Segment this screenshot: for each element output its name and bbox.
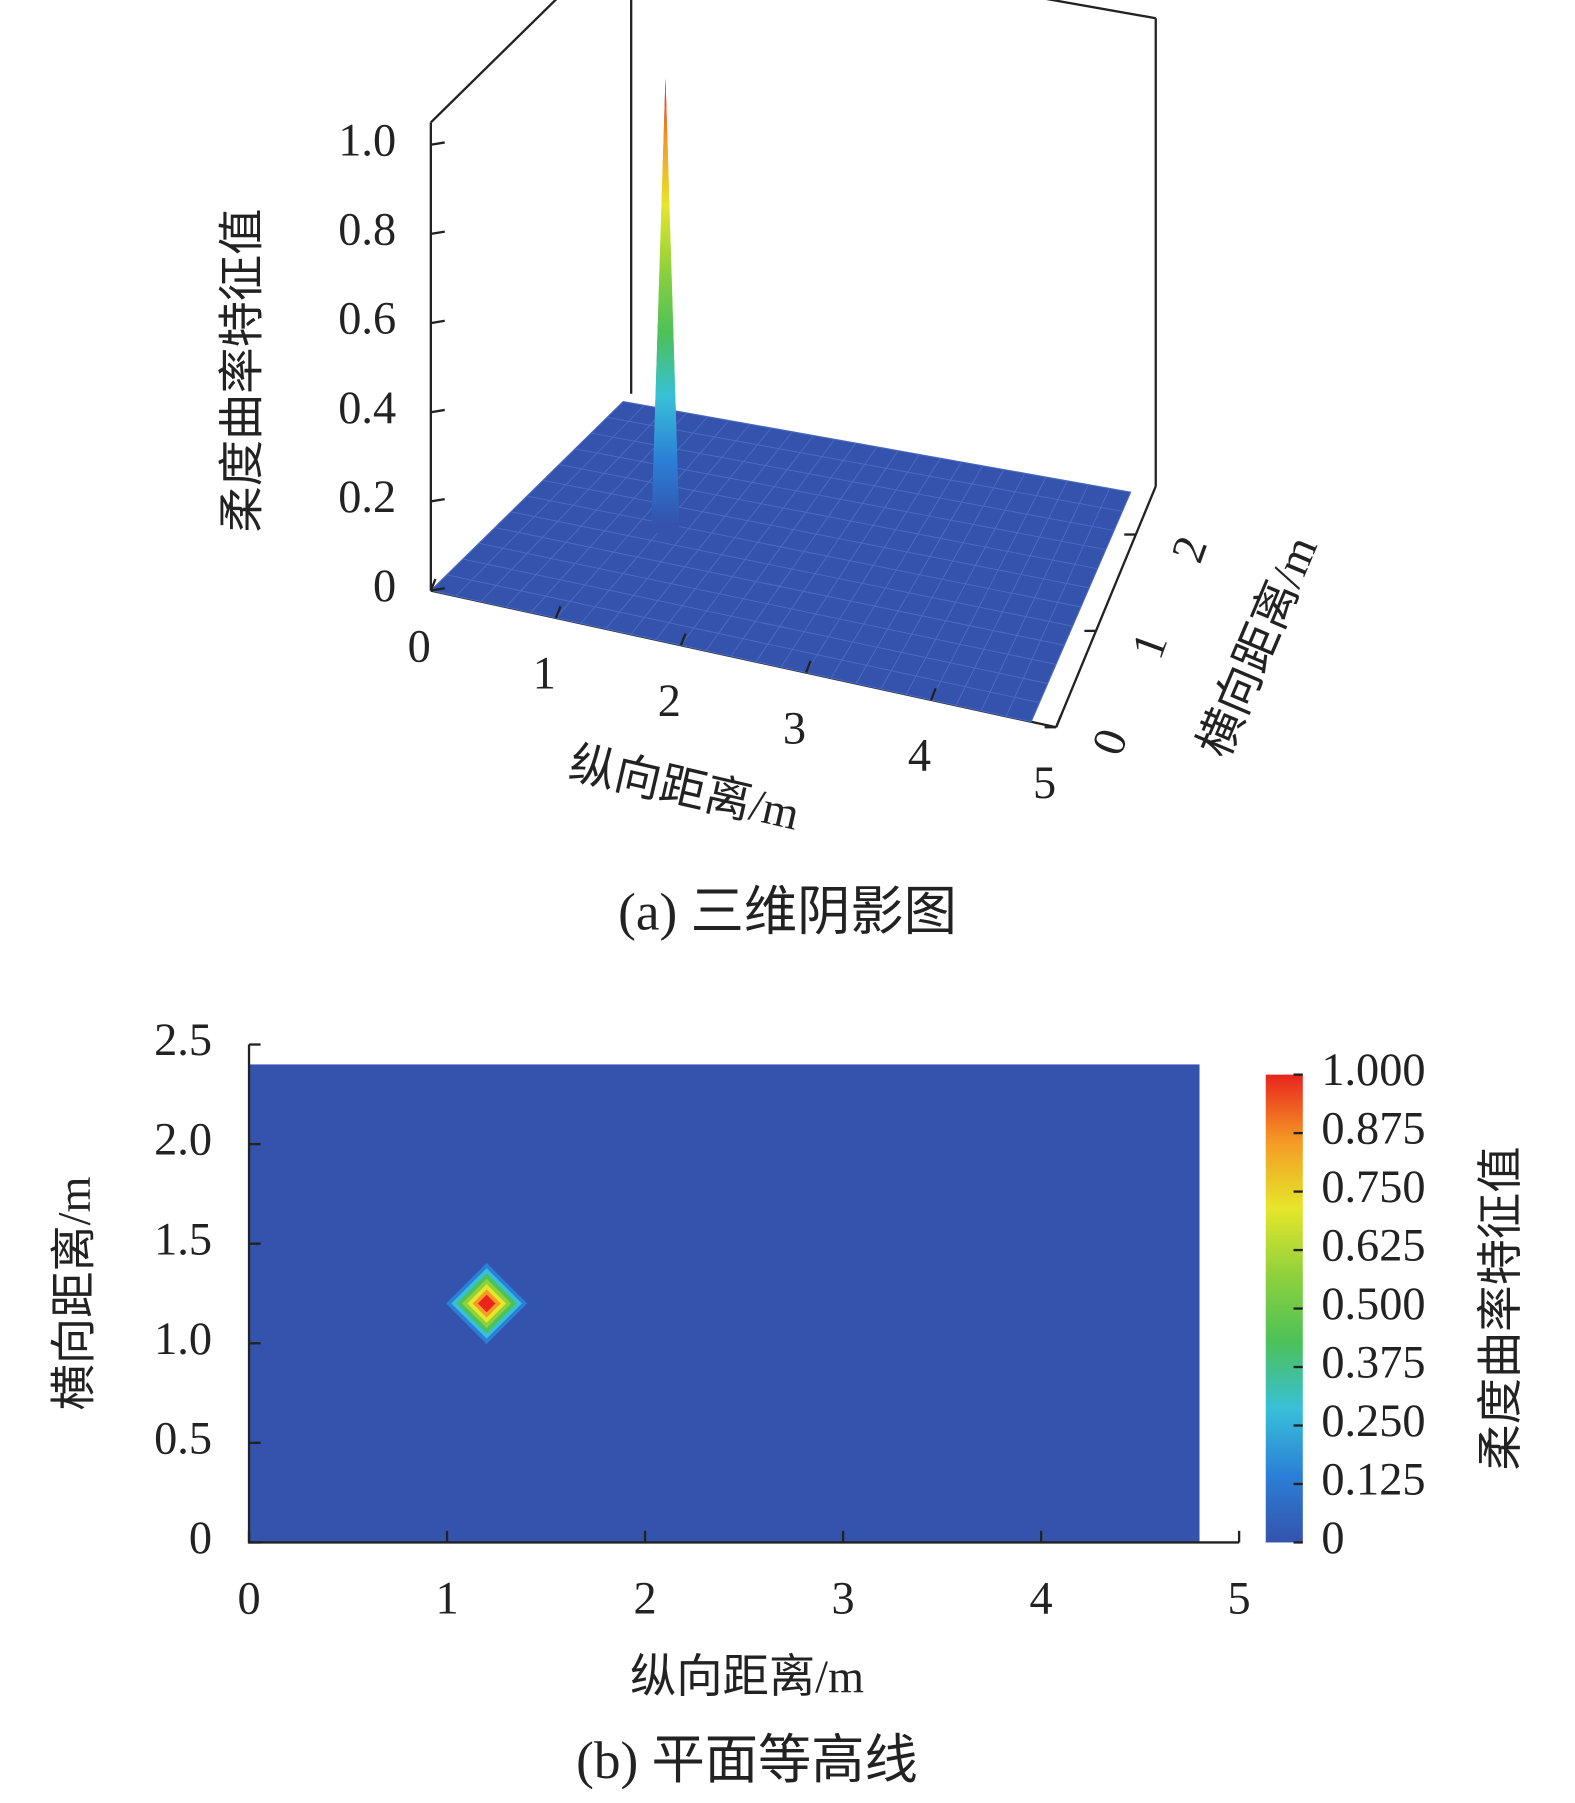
z-tick bbox=[430, 587, 445, 592]
x-tick-label: 0 bbox=[237, 1573, 260, 1624]
surface-grid bbox=[446, 574, 1040, 704]
x-tick bbox=[554, 605, 562, 619]
x-tick bbox=[1055, 715, 1062, 728]
colorbar-tick-label: 0 bbox=[1321, 1513, 1344, 1564]
y-tick-label: 1.5 bbox=[154, 1214, 212, 1265]
y-tick-label: 0.5 bbox=[154, 1413, 212, 1464]
surface-grid bbox=[494, 527, 1065, 646]
axis-line bbox=[430, 0, 558, 124]
y-tick-label: 1 bbox=[1122, 626, 1178, 665]
y-tick-label: 2.5 bbox=[154, 1015, 212, 1066]
x-tick-label: 2 bbox=[633, 1573, 656, 1624]
colorbar-tick-label: 0.750 bbox=[1321, 1162, 1425, 1213]
y-tick-label: 2 bbox=[1162, 530, 1218, 569]
y-tick-label: 0 bbox=[1082, 723, 1138, 762]
x-tick bbox=[930, 687, 937, 701]
z-tick-label: 0 bbox=[373, 561, 396, 612]
x-tick-label: 1 bbox=[533, 649, 556, 700]
z-tick bbox=[430, 408, 445, 414]
colorbar-label: 柔度曲率特征值 bbox=[1476, 1146, 1527, 1470]
x-tick-label: 2 bbox=[658, 676, 681, 727]
x-tick-label: 3 bbox=[832, 1573, 855, 1624]
z-tick-label: 1.0 bbox=[338, 115, 396, 166]
surface-grid bbox=[558, 464, 1098, 570]
x-axis-label: 纵向距离/m bbox=[564, 738, 804, 840]
surface-grid bbox=[591, 432, 1115, 531]
colorbar-tick-label: 0.875 bbox=[1321, 1104, 1425, 1155]
peak-face bbox=[657, 77, 680, 534]
x-tick-label: 1 bbox=[435, 1573, 458, 1624]
x-tick bbox=[804, 660, 812, 673]
z-tick-label: 0.2 bbox=[338, 472, 396, 523]
z-tick-label: 0.4 bbox=[338, 383, 396, 434]
z-tick-label: 0.8 bbox=[338, 205, 396, 256]
z-tick bbox=[430, 319, 445, 325]
x-tick-label: 4 bbox=[908, 731, 931, 782]
surface-grid bbox=[462, 558, 1048, 684]
x-tick-label: 0 bbox=[408, 621, 431, 672]
x-tick-label: 3 bbox=[783, 703, 806, 754]
surface-grid bbox=[478, 542, 1057, 665]
x-axis-label: 纵向距离/m bbox=[630, 1652, 864, 1703]
caption: (b) 平面等高线 bbox=[576, 1731, 918, 1790]
colorbar-tick-label: 1.000 bbox=[1321, 1045, 1425, 1096]
surface-grid bbox=[510, 511, 1073, 627]
z-tick bbox=[430, 141, 445, 146]
x-tick-label: 5 bbox=[1228, 1573, 1251, 1624]
axis-line bbox=[1045, 0, 1156, 20]
y-tick-label: 2.0 bbox=[154, 1115, 212, 1166]
x-tick bbox=[679, 633, 687, 646]
z-tick bbox=[430, 497, 445, 503]
caption: (a) 三维阴影图 bbox=[618, 882, 957, 941]
y-tick-label: 0 bbox=[189, 1513, 212, 1564]
surface-grid bbox=[542, 479, 1090, 589]
surface-grid bbox=[526, 495, 1081, 608]
z-axis-label: 柔度曲率特征值 bbox=[217, 209, 268, 533]
colorbar-tick-label: 0.125 bbox=[1321, 1455, 1425, 1506]
x-tick bbox=[429, 578, 437, 592]
x-tick-label: 5 bbox=[1033, 758, 1056, 809]
colorbar-tick-label: 0.500 bbox=[1321, 1279, 1425, 1330]
surface-grid bbox=[607, 416, 1123, 512]
peak-face bbox=[651, 77, 666, 534]
axis-line bbox=[1055, 485, 1157, 728]
colorbar-tick-label: 0.625 bbox=[1321, 1221, 1425, 1272]
contour-level bbox=[477, 1294, 496, 1313]
y-axis-label: 横向距离/m bbox=[49, 1176, 100, 1410]
z-tick-label: 0.6 bbox=[338, 294, 396, 345]
y-tick-label: 1.0 bbox=[154, 1314, 212, 1365]
z-tick bbox=[430, 230, 445, 236]
colorbar-tick-label: 0.250 bbox=[1321, 1396, 1425, 1447]
surface bbox=[249, 1064, 1200, 1543]
x-tick-label: 4 bbox=[1030, 1573, 1053, 1624]
colorbar-tick-label: 0.375 bbox=[1321, 1338, 1425, 1389]
